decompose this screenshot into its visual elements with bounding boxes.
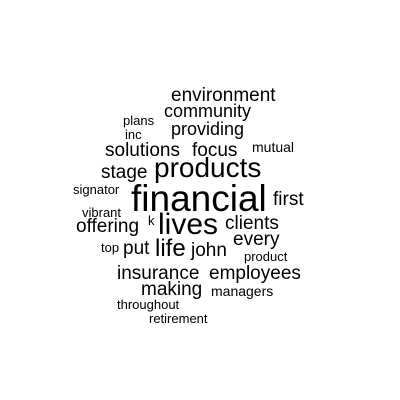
word: signator [73,182,120,197]
word: managers [211,283,274,299]
word: financial [131,178,267,219]
word: community [164,101,252,121]
word: products [154,152,262,183]
word: k [148,213,155,228]
word: throughout [117,297,180,312]
word: mutual [252,139,295,155]
word: plans [123,113,155,128]
word: insurance [117,263,200,284]
word: environment [171,85,276,106]
word: vibrant [82,205,122,220]
word: offering [76,216,140,237]
word: every [233,229,280,250]
word: put [123,238,150,259]
word: retirement [149,311,208,326]
word: top [101,240,120,255]
word: lives [158,208,219,241]
word: employees [209,263,301,284]
word: inc [125,127,142,142]
word: focus [192,140,238,161]
word: first [273,189,304,210]
word: making [141,279,203,300]
word: providing [171,119,245,139]
word: product [244,249,288,264]
word: stage [101,162,148,183]
word: life [155,235,186,262]
word: clients [225,213,279,234]
word: john [191,240,227,261]
word: solutions [105,140,180,161]
